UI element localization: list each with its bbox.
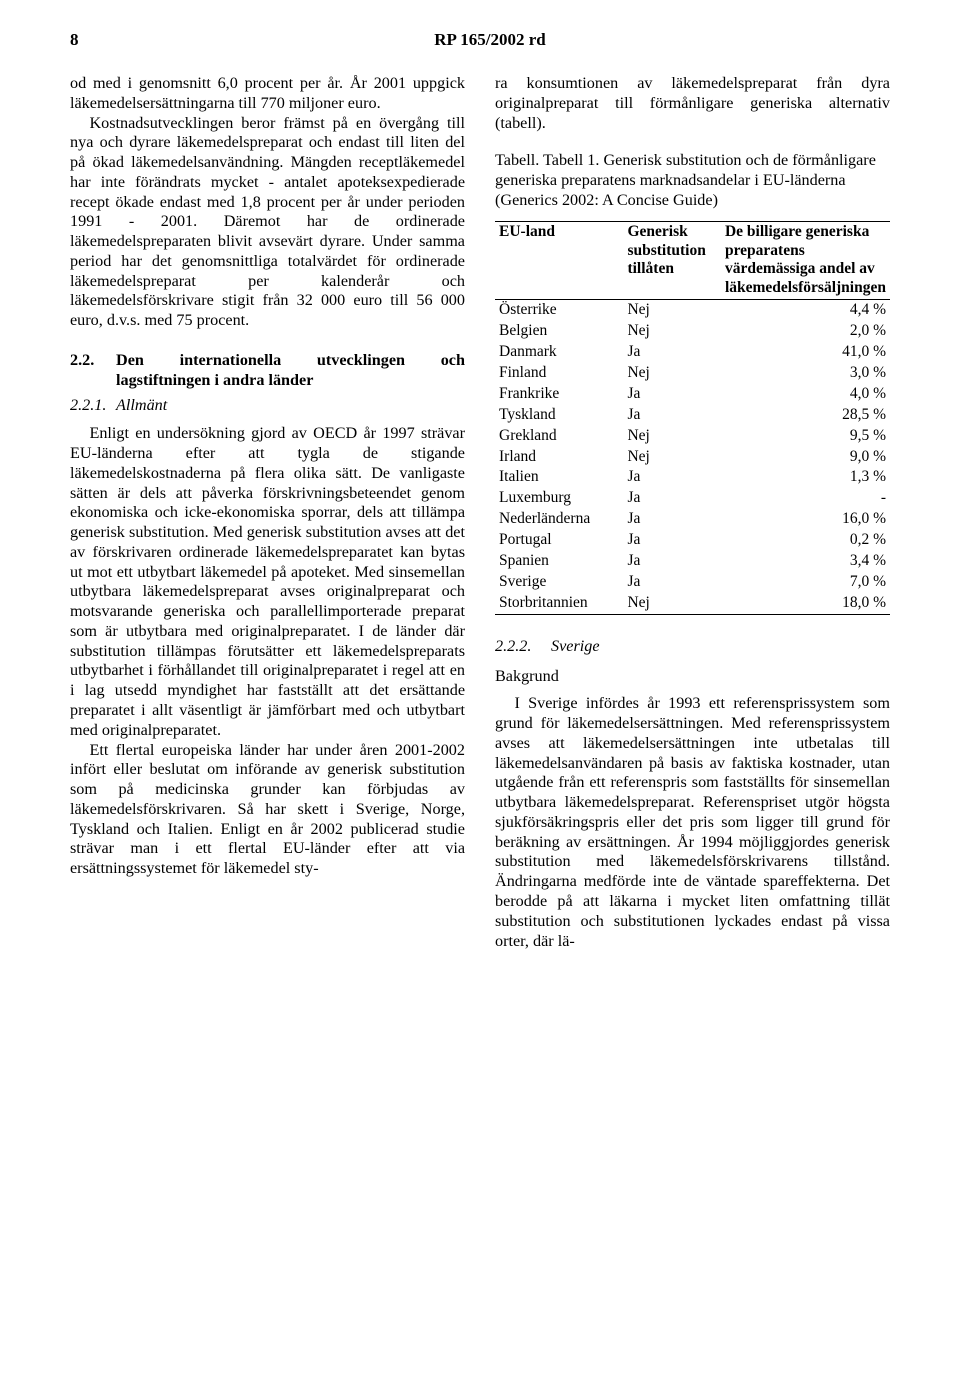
cell-country: Sverige: [495, 572, 623, 593]
cell-substitution: Ja: [623, 572, 720, 593]
cell-substitution: Nej: [623, 321, 720, 342]
cell-country: Italien: [495, 467, 623, 488]
cell-share: -: [721, 488, 890, 509]
table-row: GreklandNej9,5 %: [495, 426, 890, 447]
th-euland: EU-land: [495, 221, 623, 300]
cell-share: 0,2 %: [721, 530, 890, 551]
cell-country: Nederländerna: [495, 509, 623, 530]
section-num: 2.2.: [70, 351, 116, 391]
th-substitution: Generisk substitution tillåten: [623, 221, 720, 300]
table-row: ItalienJa1,3 %: [495, 467, 890, 488]
subsection-num: 2.2.1.: [70, 396, 116, 416]
cell-country: Tyskland: [495, 405, 623, 426]
cell-country: Luxemburg: [495, 488, 623, 509]
bakgrund-label: Bakgrund: [495, 667, 890, 687]
cell-substitution: Ja: [623, 405, 720, 426]
cell-substitution: Nej: [623, 363, 720, 384]
page-number: 8: [70, 30, 90, 50]
table-row: DanmarkJa41,0 %: [495, 342, 890, 363]
left-p3: Enligt en undersökning gjord av OECD år …: [70, 424, 465, 740]
subsection-title: Sverige: [551, 637, 600, 657]
cell-country: Portugal: [495, 530, 623, 551]
cell-share: 4,4 %: [721, 300, 890, 321]
table-row: PortugalJa0,2 %: [495, 530, 890, 551]
cell-share: 28,5 %: [721, 405, 890, 426]
cell-country: Storbritannien: [495, 593, 623, 614]
right-p2: I Sverige infördes år 1993 ett referensp…: [495, 694, 890, 951]
left-p4: Ett flertal europeiska länder har under …: [70, 741, 465, 879]
table-row: SverigeJa7,0 %: [495, 572, 890, 593]
cell-share: 7,0 %: [721, 572, 890, 593]
table-row: FrankrikeJa4,0 %: [495, 384, 890, 405]
subsection-num: 2.2.2.: [495, 637, 551, 657]
cell-share: 18,0 %: [721, 593, 890, 614]
table-row: BelgienNej2,0 %: [495, 321, 890, 342]
cell-share: 16,0 %: [721, 509, 890, 530]
table-row: StorbritannienNej18,0 %: [495, 593, 890, 614]
right-column: ra konsumtionen av läkemedelspreparat fr…: [495, 74, 890, 951]
cell-substitution: Ja: [623, 384, 720, 405]
table-row: TysklandJa28,5 %: [495, 405, 890, 426]
generics-table: EU-land Generisk substitution tillåten D…: [495, 221, 890, 615]
cell-substitution: Ja: [623, 342, 720, 363]
cell-share: 1,3 %: [721, 467, 890, 488]
cell-share: 2,0 %: [721, 321, 890, 342]
page-header: 8 RP 165/2002 rd: [70, 30, 890, 50]
table-caption: Tabell. Tabell 1. Generisk substitution …: [495, 151, 890, 210]
table-row: SpanienJa3,4 %: [495, 551, 890, 572]
cell-share: 9,0 %: [721, 447, 890, 468]
table-body: ÖsterrikeNej4,4 %BelgienNej2,0 %DanmarkJ…: [495, 300, 890, 615]
cell-share: 4,0 %: [721, 384, 890, 405]
subsection-title: Allmänt: [116, 396, 167, 416]
section-2-2-1-heading: 2.2.1. Allmänt: [70, 396, 465, 416]
cell-country: Frankrike: [495, 384, 623, 405]
th-share: De billigare generiska preparatens värde…: [721, 221, 890, 300]
cell-substitution: Nej: [623, 300, 720, 321]
section-2-2-heading: 2.2. Den internationella utvecklingen oc…: [70, 351, 465, 391]
left-column: od med i genomsnitt 6,0 procent per år. …: [70, 74, 465, 951]
cell-country: Spanien: [495, 551, 623, 572]
cell-country: Danmark: [495, 342, 623, 363]
cell-substitution: Nej: [623, 593, 720, 614]
table-row: ÖsterrikeNej4,4 %: [495, 300, 890, 321]
cell-country: Österrike: [495, 300, 623, 321]
cell-share: 3,4 %: [721, 551, 890, 572]
table-row: NederländernaJa16,0 %: [495, 509, 890, 530]
cell-substitution: Nej: [623, 426, 720, 447]
cell-country: Belgien: [495, 321, 623, 342]
section-title: Den internationella utvecklingen och lag…: [116, 351, 465, 391]
cell-country: Irland: [495, 447, 623, 468]
table-row: FinlandNej3,0 %: [495, 363, 890, 384]
cell-share: 41,0 %: [721, 342, 890, 363]
cell-substitution: Ja: [623, 488, 720, 509]
cell-substitution: Ja: [623, 530, 720, 551]
cell-country: Finland: [495, 363, 623, 384]
doc-title: RP 165/2002 rd: [90, 30, 890, 50]
left-p1: od med i genomsnitt 6,0 procent per år. …: [70, 74, 465, 114]
table-row: LuxemburgJa-: [495, 488, 890, 509]
cell-substitution: Ja: [623, 467, 720, 488]
two-column-layout: od med i genomsnitt 6,0 procent per år. …: [70, 74, 890, 951]
cell-substitution: Nej: [623, 447, 720, 468]
cell-substitution: Ja: [623, 509, 720, 530]
cell-share: 9,5 %: [721, 426, 890, 447]
left-p2: Kostnadsutvecklingen beror främst på en …: [70, 114, 465, 331]
cell-substitution: Ja: [623, 551, 720, 572]
page: 8 RP 165/2002 rd od med i genomsnitt 6,0…: [0, 0, 960, 1388]
table-head-row: EU-land Generisk substitution tillåten D…: [495, 221, 890, 300]
table-row: IrlandNej9,0 %: [495, 447, 890, 468]
section-2-2-2-heading: 2.2.2. Sverige: [495, 637, 890, 657]
right-p1: ra konsumtionen av läkemedelspreparat fr…: [495, 74, 890, 133]
cell-country: Grekland: [495, 426, 623, 447]
cell-share: 3,0 %: [721, 363, 890, 384]
